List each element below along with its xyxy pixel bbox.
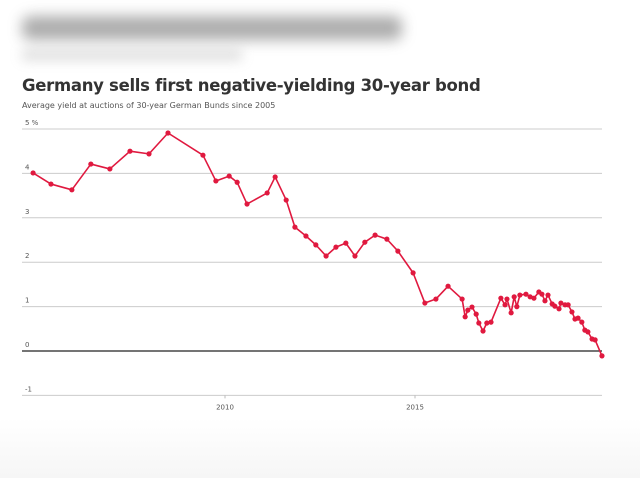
y-tick-label: 3 — [25, 208, 29, 216]
data-point — [480, 328, 486, 334]
data-point — [462, 314, 468, 320]
data-point — [504, 296, 510, 302]
data-point — [488, 319, 494, 325]
data-point — [244, 201, 250, 207]
data-point — [200, 152, 206, 158]
data-point — [313, 242, 319, 248]
data-point — [514, 304, 520, 310]
data-point — [48, 181, 54, 187]
data-point — [558, 300, 564, 306]
data-point — [575, 315, 581, 321]
y-tick-label: 1 — [25, 297, 29, 305]
data-point — [508, 310, 514, 316]
data-point — [545, 292, 551, 298]
blurred-footer — [0, 418, 640, 478]
data-point — [30, 170, 36, 176]
data-point — [459, 296, 465, 302]
y-tick-label: -1 — [25, 385, 32, 393]
y-tick-label: 0 — [25, 341, 29, 349]
data-point — [469, 304, 475, 310]
data-point — [283, 197, 289, 203]
data-point — [410, 270, 416, 276]
data-point — [422, 300, 428, 306]
data-point — [556, 306, 562, 312]
data-point — [502, 302, 508, 308]
data-point — [213, 178, 219, 184]
data-point — [272, 174, 278, 180]
data-point — [599, 353, 605, 359]
data-point — [517, 292, 523, 298]
blurred-headline — [22, 16, 402, 40]
data-point — [539, 291, 545, 297]
x-tick-label: 2015 — [406, 403, 424, 411]
data-point — [433, 296, 439, 302]
data-point — [473, 311, 479, 317]
data-point — [343, 240, 349, 246]
data-point — [362, 239, 368, 245]
data-point — [569, 309, 575, 315]
data-point — [146, 151, 152, 157]
data-point — [585, 329, 591, 335]
data-point — [523, 291, 529, 297]
data-point — [303, 233, 309, 239]
data-point — [465, 307, 471, 313]
data-point — [542, 298, 548, 304]
data-point — [476, 320, 482, 326]
data-point — [511, 294, 517, 300]
data-point — [395, 248, 401, 254]
data-point — [498, 295, 504, 301]
y-tick-label: 2 — [25, 252, 29, 260]
data-point — [592, 337, 598, 343]
x-tick-label: 2010 — [216, 403, 234, 411]
data-point — [552, 303, 558, 309]
data-point — [531, 295, 537, 301]
data-point — [234, 179, 240, 185]
chart-title: Germany sells first negative-yielding 30… — [22, 76, 481, 95]
data-point — [333, 244, 339, 250]
data-point — [323, 253, 329, 259]
data-point — [372, 232, 378, 238]
data-point — [69, 187, 75, 193]
data-point — [264, 190, 270, 196]
y-tick-label: 5 % — [25, 119, 39, 127]
data-point — [88, 161, 94, 167]
data-point — [565, 302, 571, 308]
data-point — [107, 166, 113, 172]
y-tick-label: 4 — [25, 163, 30, 171]
data-point — [292, 224, 298, 230]
data-point — [384, 236, 390, 242]
data-point — [127, 148, 133, 154]
data-point — [352, 253, 358, 259]
data-point — [445, 283, 451, 289]
data-point — [484, 320, 490, 326]
data-point — [226, 173, 232, 179]
data-point — [165, 130, 171, 136]
data-point — [579, 319, 585, 325]
blurred-byline — [22, 50, 242, 60]
chart-subtitle: Average yield at auctions of 30-year Ger… — [22, 101, 276, 110]
